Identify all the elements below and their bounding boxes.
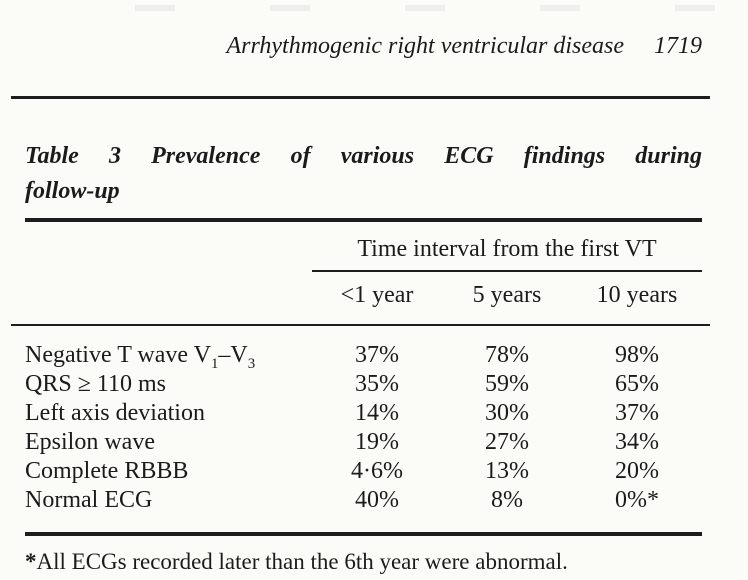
cell-value: 37%: [615, 400, 659, 426]
table-caption-line1: Table 3 Prevalence of various ECG findin…: [25, 139, 702, 174]
row-label-left-axis-deviation: Left axis deviation: [25, 400, 205, 426]
table-caption-label: Table 3: [25, 143, 121, 169]
page-number: 1719: [654, 33, 702, 59]
cell-value: 0%*: [615, 487, 659, 513]
cell-value: 8%: [491, 487, 523, 513]
row-label-negative-t-wave: Negative T wave V1–V3: [25, 341, 312, 372]
row-label-text: Negative T wave V: [25, 342, 211, 368]
footnote-text: All ECGs recorded later than the 6th yea…: [36, 549, 568, 574]
table-caption: Table 3 Prevalence of various ECG findin…: [25, 139, 702, 209]
table-footnote: *All ECGs recorded later than the 6th ye…: [25, 548, 702, 576]
cell-value: 19%: [355, 429, 399, 455]
ecg-findings-table: Time interval from the first VT <1 year …: [11, 222, 710, 515]
table-caption-line2: follow-up: [25, 178, 120, 204]
column-header-10years: 10 years: [596, 282, 678, 308]
cell-value: 4·6%: [351, 458, 403, 484]
cell-value: 65%: [615, 371, 659, 397]
subscript: 1: [210, 355, 219, 372]
cell-value: 34%: [615, 429, 659, 455]
cell-value: 40%: [355, 487, 399, 513]
row-label-text: –V: [218, 342, 248, 368]
header-rule: [11, 96, 710, 99]
row-label-epsilon-wave: Epsilon wave: [25, 429, 155, 455]
running-head-title: Arrhythmogenic right ventricular disease: [226, 33, 625, 59]
row-label-complete-rbbb: Complete RBBB: [25, 458, 189, 484]
cell-value: 20%: [615, 458, 659, 484]
row-label-qrs: QRS ≥ 110 ms: [25, 371, 166, 397]
spacer-cell: [25, 264, 312, 272]
column-group-rule: [312, 270, 702, 272]
cell-value: 78%: [485, 342, 529, 368]
spacer-cell: [25, 222, 312, 264]
subscript: 3: [247, 355, 256, 372]
cell-value: 37%: [355, 342, 399, 368]
column-header-5years: 5 years: [472, 282, 542, 308]
header-body-rule: [11, 324, 710, 326]
spacer-cell: [25, 272, 312, 309]
table-top-rule: [25, 218, 702, 222]
cell-value: 14%: [355, 400, 399, 426]
footnote-asterisk: *: [25, 549, 37, 574]
scan-artifact: [40, 5, 728, 11]
cell-value: 35%: [355, 371, 399, 397]
column-header-lt1year: <1 year: [340, 282, 414, 308]
table-caption-text: Prevalence of various ECG findings durin…: [151, 143, 703, 169]
running-head: Arrhythmogenic right ventricular disease…: [25, 32, 703, 60]
cell-value: 30%: [485, 400, 529, 426]
cell-value: 59%: [485, 371, 529, 397]
cell-value: 98%: [615, 342, 659, 368]
table-bottom-rule: [25, 532, 702, 536]
row-label-normal-ecg: Normal ECG: [25, 487, 153, 513]
cell-value: 27%: [485, 429, 529, 455]
column-group-header: Time interval from the first VT: [357, 236, 657, 262]
cell-value: 13%: [485, 458, 529, 484]
